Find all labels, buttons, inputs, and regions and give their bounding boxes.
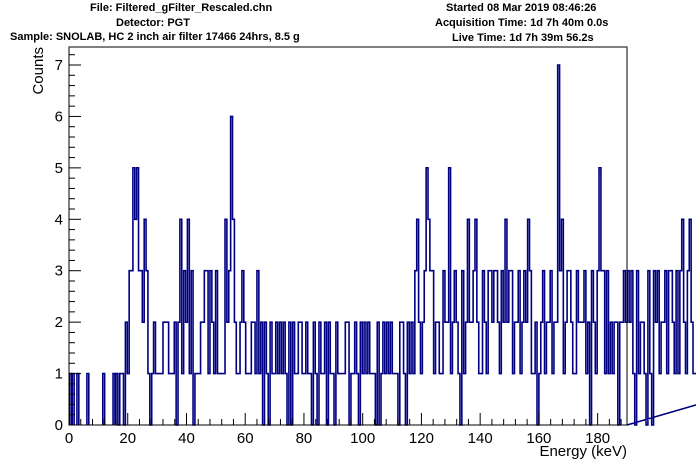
histogram-bin (76, 372, 80, 425)
x-tick-label: 120 (409, 430, 434, 447)
acquisition-time-label: Acquisition Time: 1d 7h 40m 0.0s (435, 17, 609, 29)
histogram-step-line (115, 64, 696, 426)
y-axis-title: Counts (30, 47, 47, 95)
y-axis: 0 1 2 3 4 5 6 7 (55, 54, 81, 434)
x-tick-label: 60 (237, 430, 254, 447)
histogram-bin (112, 372, 116, 425)
live-time-label: Live Time: 1d 7h 39m 56.2s (452, 32, 594, 44)
x-tick-label: 80 (296, 430, 313, 447)
x-axis: 0 20 40 60 80 100 120 140 160 180 (65, 413, 622, 447)
file-label: File: Filtered_gFilter_Rescaled.chn (90, 2, 273, 14)
detector-label: Detector: PGT (116, 17, 190, 29)
x-tick-label: 0 (65, 430, 73, 447)
x-tick-label: 140 (468, 430, 493, 447)
x-axis-title: Energy (keV) (539, 443, 627, 460)
x-tick-label: 20 (119, 430, 136, 447)
sample-label: Sample: SNOLAB, HC 2 inch air filter 174… (10, 31, 300, 43)
y-tick-label: 3 (55, 263, 63, 280)
histogram-bin (86, 372, 90, 425)
x-tick-label: 100 (350, 430, 375, 447)
y-tick-label: 2 (55, 314, 63, 331)
x-tick-label: 40 (178, 430, 195, 447)
histogram-bin (71, 372, 75, 425)
x-tick-label: 160 (526, 430, 551, 447)
y-tick-label: 6 (55, 108, 63, 125)
x-tick-label: 180 (585, 430, 610, 447)
started-label: Started 08 Mar 2019 08:46:26 (446, 2, 597, 14)
y-tick-label: 1 (55, 366, 63, 383)
y-tick-label: 0 (55, 417, 63, 434)
histogram-data (69, 64, 696, 426)
plot-frame (68, 46, 628, 426)
y-tick-label: 5 (55, 160, 63, 177)
y-tick-label: 4 (55, 211, 63, 228)
histogram-bin (101, 372, 106, 425)
y-tick-label: 7 (55, 57, 63, 74)
